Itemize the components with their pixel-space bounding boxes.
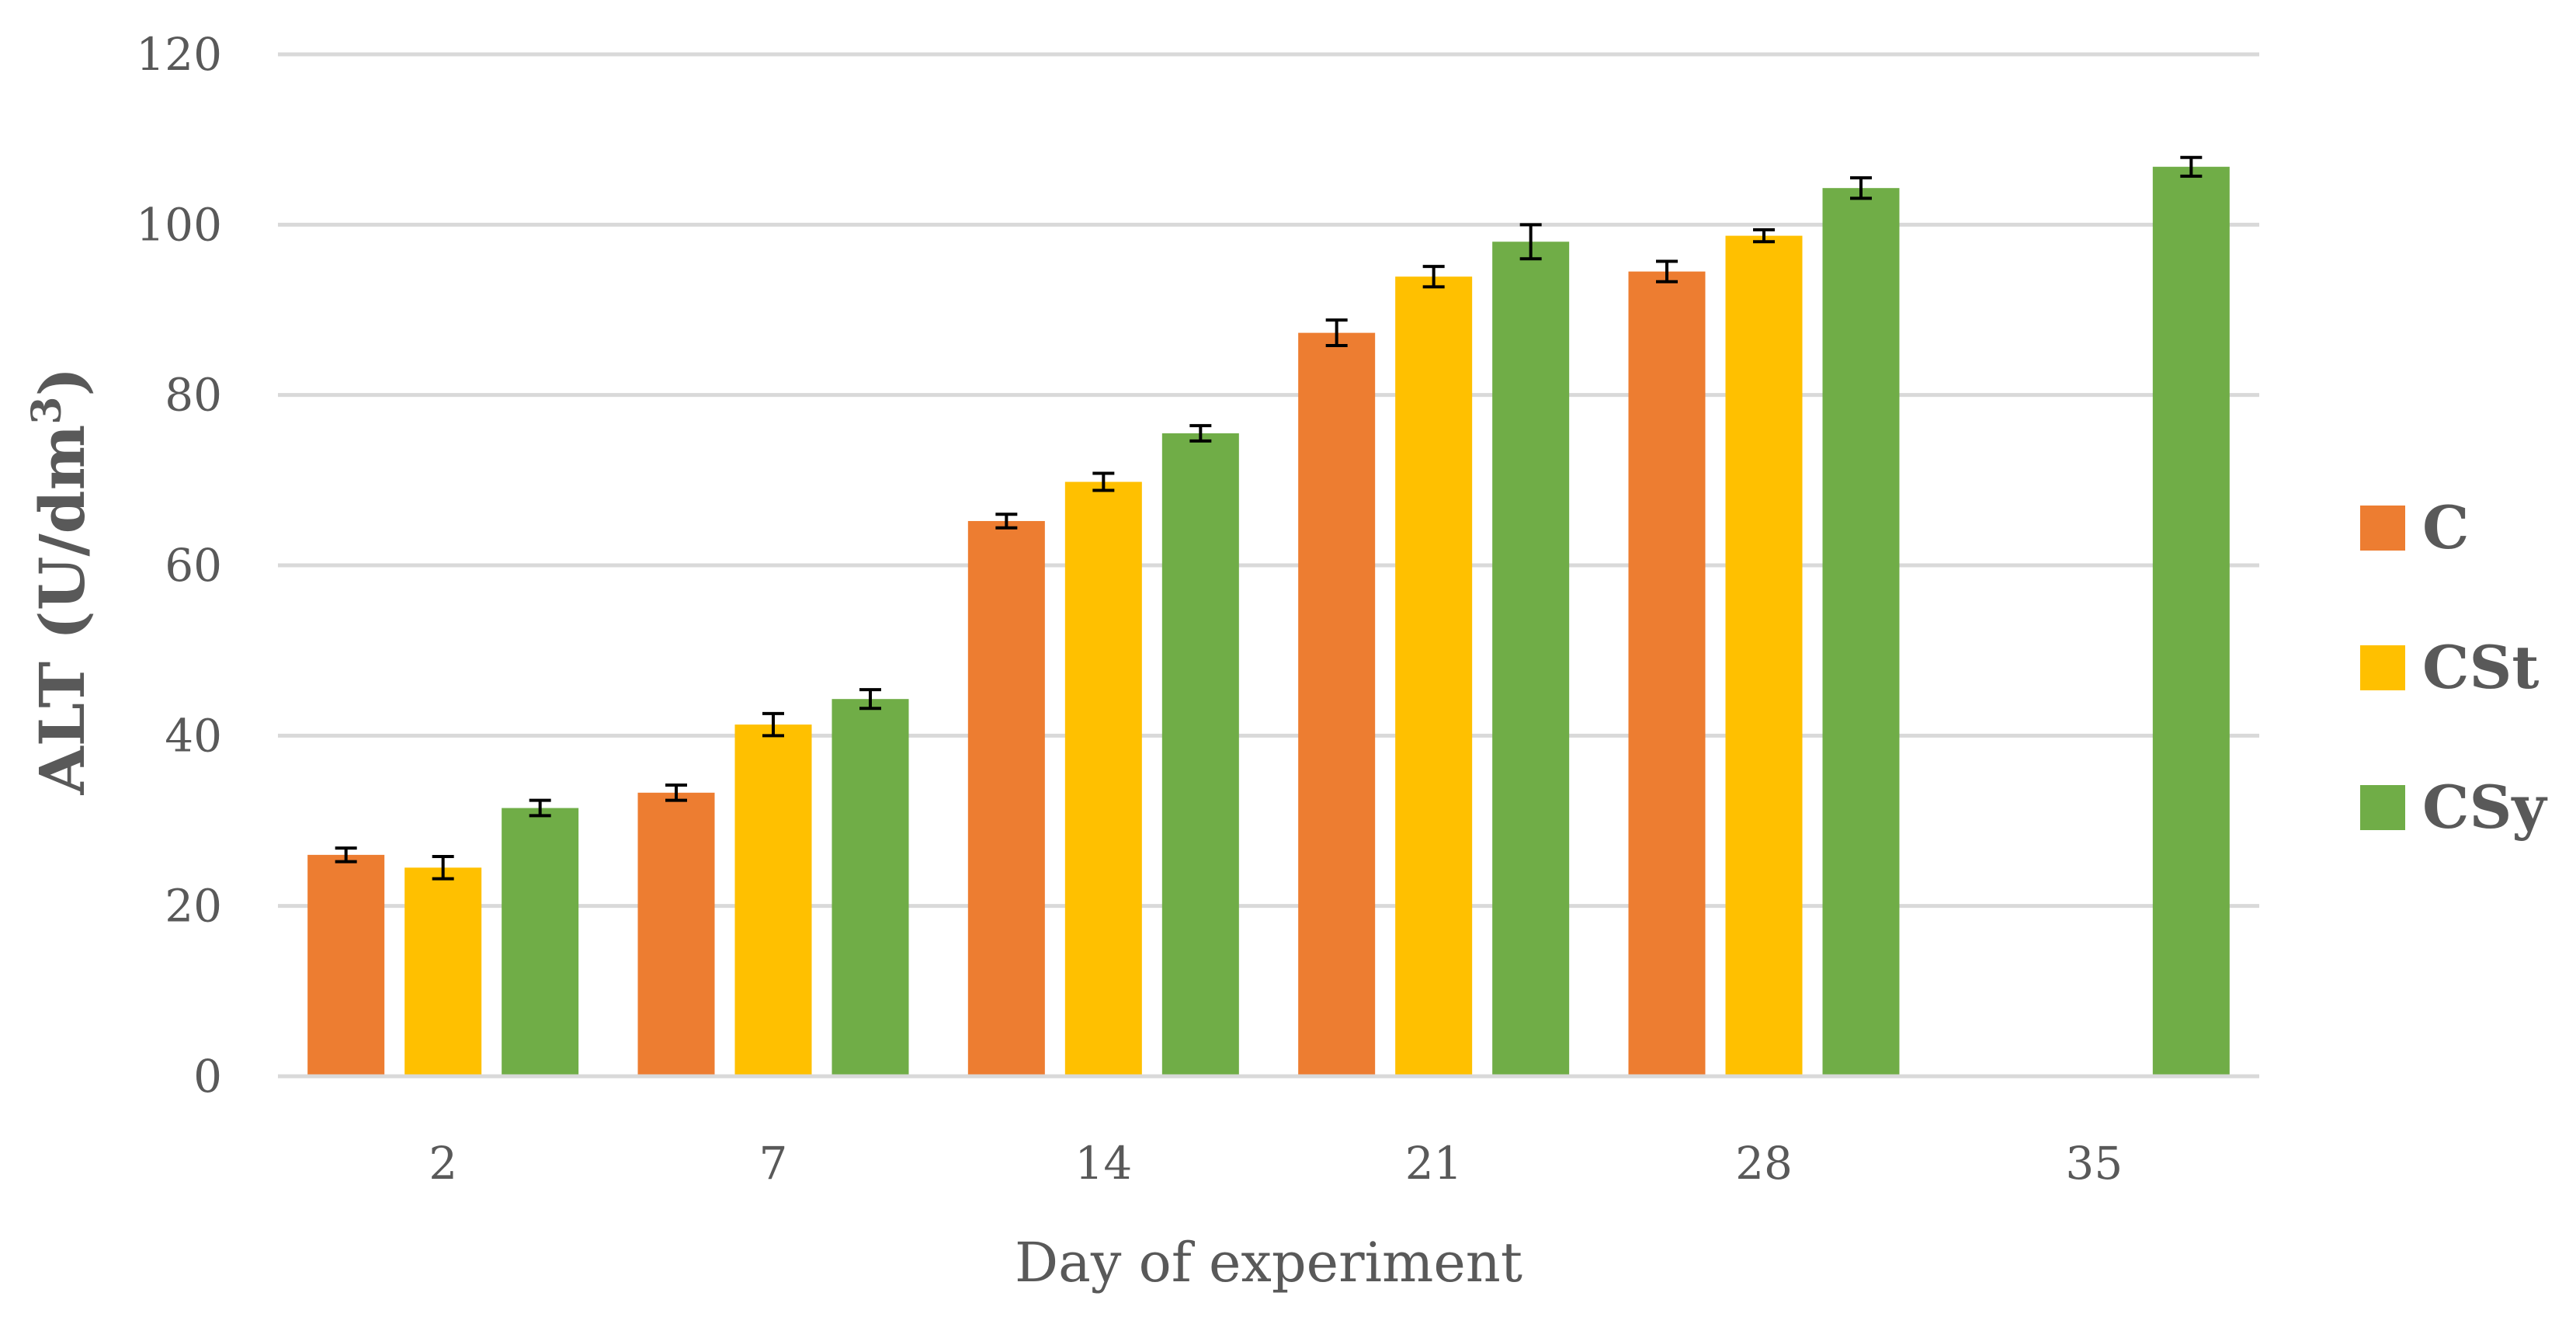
bar-C-day-14 — [967, 520, 1045, 1076]
x-tick-label: 21 — [1405, 1137, 1463, 1190]
y-axis-title-superscript: 3 — [23, 397, 71, 425]
x-tick-label: 28 — [1735, 1137, 1793, 1190]
y-tick-label: 120 — [136, 28, 222, 81]
y-tick-label: 0 — [193, 1050, 222, 1103]
error-bar-CSy-day-14 — [1189, 424, 1212, 443]
error-bar-CSt-day-2 — [432, 855, 454, 881]
x-tick-label: 35 — [2065, 1137, 2123, 1190]
x-tick-label: 7 — [759, 1137, 788, 1190]
error-bar-C-day-28 — [1656, 259, 1678, 283]
error-bars — [335, 155, 2203, 881]
x-tick-label: 14 — [1074, 1137, 1132, 1190]
legend-label-CSy: CSy — [2422, 773, 2547, 842]
bar-CSy-day-28 — [1822, 188, 1900, 1077]
error-bar-CSy-day-28 — [1850, 176, 1872, 200]
bar-CSt-day-14 — [1064, 481, 1142, 1076]
bar-C-day-28 — [1628, 271, 1706, 1076]
bars — [307, 166, 2230, 1077]
bar-CSy-day-14 — [1161, 433, 1239, 1076]
y-tick-label: 80 — [165, 369, 222, 422]
legend: C CSt CSy — [2360, 493, 2547, 842]
error-bar-CSy-day-2 — [529, 798, 551, 818]
error-bar-CSt-day-14 — [1092, 471, 1115, 492]
error-bar-C-day-14 — [995, 513, 1018, 530]
bar-CSy-day-2 — [502, 808, 579, 1076]
x-tick-label: 2 — [429, 1137, 457, 1190]
legend-label-CSt: CSt — [2422, 633, 2539, 702]
bar-C-day-21 — [1298, 332, 1376, 1076]
bar-CSt-day-21 — [1395, 276, 1473, 1077]
x-tick-labels: 2 7 14 21 28 35 — [429, 1137, 2123, 1190]
error-bar-CSy-day-7 — [859, 688, 881, 711]
bar-CSt-day-28 — [1725, 235, 1803, 1077]
gridlines — [278, 52, 2259, 909]
error-bar-CSt-day-28 — [1753, 228, 1775, 244]
y-axis-title-close: ) — [26, 367, 99, 397]
error-bar-CSt-day-7 — [762, 711, 784, 738]
legend-swatch-CSy — [2360, 785, 2405, 830]
legend-swatch-CSt — [2360, 645, 2405, 690]
y-tick-labels: 0 20 40 60 80 100 120 — [136, 28, 222, 1103]
y-axis-title: ALT (U/dm3) — [23, 367, 99, 796]
bar-CSy-day-21 — [1492, 242, 1570, 1077]
error-bar-CSt-day-21 — [1422, 265, 1445, 289]
bar-CSy-day-35 — [2152, 166, 2230, 1076]
error-bar-C-day-2 — [335, 846, 357, 864]
y-tick-label: 60 — [165, 539, 222, 592]
y-axis-title-main: ALT (U/dm — [26, 425, 99, 796]
error-bar-CSy-day-35 — [2180, 155, 2203, 178]
legend-swatch-C — [2360, 506, 2405, 551]
error-bar-CSy-day-21 — [1519, 223, 1542, 261]
bar-CSt-day-7 — [734, 725, 812, 1076]
bar-CSt-day-2 — [404, 867, 482, 1076]
bar-C-day-2 — [307, 854, 385, 1076]
bar-C-day-7 — [637, 792, 715, 1076]
y-tick-label: 40 — [165, 709, 222, 762]
error-bar-C-day-21 — [1325, 318, 1348, 348]
legend-label-C: C — [2422, 493, 2470, 562]
x-axis-title: Day of experiment — [1015, 1231, 1522, 1294]
y-tick-label: 20 — [165, 880, 222, 933]
y-tick-label: 100 — [136, 198, 222, 251]
bar-CSy-day-7 — [831, 699, 909, 1076]
error-bar-C-day-7 — [665, 783, 687, 802]
